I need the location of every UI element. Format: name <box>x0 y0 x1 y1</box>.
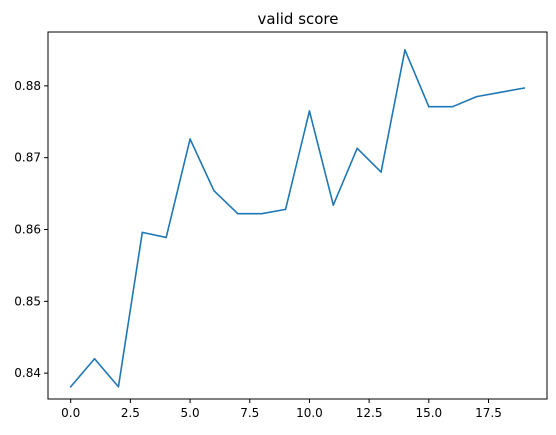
data-point <box>69 385 72 388</box>
x-tick-label: 17.5 <box>475 406 502 420</box>
y-axis: 0.84 0.85 0.86 0.87 0.88 <box>14 79 48 380</box>
data-point <box>523 87 526 89</box>
data-point <box>189 138 191 140</box>
y-tick-label: 0.84 <box>14 366 41 380</box>
y-tick-label: 0.86 <box>14 223 41 237</box>
y-tick-label: 0.85 <box>14 294 41 308</box>
series-layer <box>69 49 526 388</box>
data-point <box>499 91 502 94</box>
plot-frame <box>47 31 548 400</box>
data-point <box>380 171 382 173</box>
data-point <box>308 110 311 112</box>
data-point <box>165 236 167 239</box>
data-point <box>93 357 96 360</box>
y-tick-label: 0.87 <box>14 151 41 165</box>
data-point <box>356 147 358 150</box>
data-point <box>141 231 144 234</box>
data-point <box>451 105 454 108</box>
data-point <box>284 208 287 211</box>
x-tick-label: 15.0 <box>415 406 442 420</box>
x-tick-label: 5.0 <box>181 406 200 420</box>
data-point <box>260 212 263 215</box>
x-tick-label: 12.5 <box>356 406 383 420</box>
x-tick-label: 0.0 <box>61 406 80 420</box>
x-tick-label: 7.5 <box>240 406 259 420</box>
data-point <box>404 49 406 51</box>
data-point <box>237 212 239 215</box>
plot-area <box>47 31 548 400</box>
data-point <box>332 204 335 206</box>
y-tick-label: 0.88 <box>14 79 41 93</box>
series-line-0 <box>69 49 526 388</box>
data-point <box>475 95 478 98</box>
data-point <box>428 105 430 108</box>
data-point <box>213 189 215 192</box>
data-point <box>117 385 120 388</box>
chart-title: valid score <box>258 10 339 28</box>
x-tick-label: 10.0 <box>296 406 323 420</box>
x-axis: 0.0 2.5 5.0 7.5 10.0 12.5 15.0 17.5 <box>61 399 502 420</box>
x-tick-label: 2.5 <box>121 406 140 420</box>
